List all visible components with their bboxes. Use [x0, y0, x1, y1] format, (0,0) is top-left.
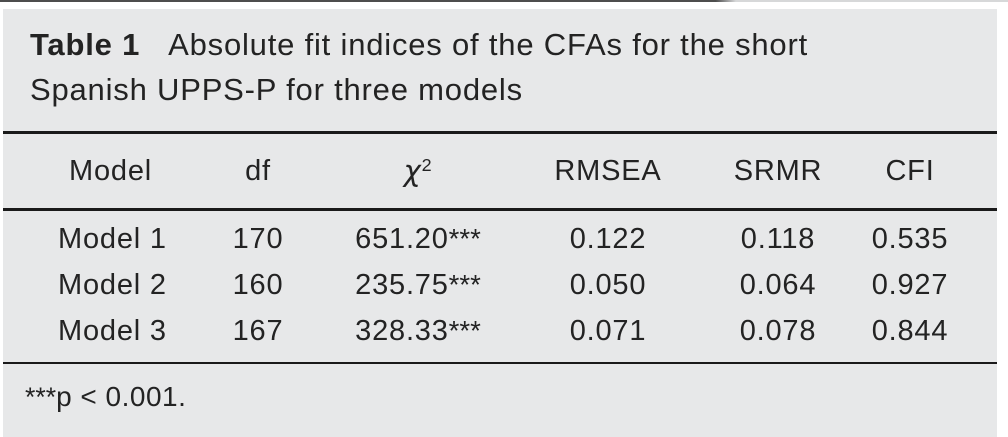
significance-stars: ***: [25, 382, 57, 412]
cell-model: Model 1: [58, 222, 167, 255]
table-row: Model 1 170 651.20*** 0.122 0.118 0.535: [3, 216, 997, 262]
cell-srmr: 0.118: [740, 222, 816, 255]
significance-stars: ***: [448, 314, 481, 346]
cell-chi-squared: 235.75***: [323, 269, 513, 302]
chi-squared-value: 328.33: [355, 314, 449, 347]
footnote-text: p < 0.001.: [56, 381, 187, 412]
cell-rmsea: 0.071: [569, 314, 647, 347]
cell-cfi: 0.535: [871, 222, 949, 255]
cell-chi-squared: 651.20***: [323, 223, 513, 256]
significance-stars: ***: [448, 268, 481, 300]
column-header-srmr: SRMR: [733, 154, 823, 187]
cell-rmsea: 0.050: [569, 268, 647, 301]
column-header-df: df: [245, 154, 271, 187]
cell-model: Model 2: [58, 268, 167, 301]
column-header-rmsea: RMSEA: [554, 154, 662, 187]
table-label: Table 1: [30, 27, 141, 62]
footnote-rule: [3, 362, 997, 364]
cell-df: 170: [232, 222, 284, 255]
column-header-model: Model: [69, 154, 152, 187]
cell-rmsea: 0.122: [569, 222, 647, 255]
chi-exponent: 2: [421, 154, 433, 175]
column-header-cfi: CFI: [885, 154, 935, 187]
top-rule: [3, 131, 997, 134]
cell-cfi: 0.844: [871, 314, 949, 347]
cell-df: 167: [232, 314, 284, 347]
table-body: Model 1 170 651.20*** 0.122 0.118 0.535 …: [3, 211, 997, 362]
table-footnote: ***p < 0.001.: [3, 364, 997, 437]
chi-squared-value: 651.20: [355, 222, 449, 255]
column-header-chi-squared: χ2: [323, 154, 513, 189]
cell-srmr: 0.064: [739, 268, 817, 301]
chi-squared-value: 235.75: [355, 268, 449, 301]
cell-chi-squared: 328.33***: [323, 315, 513, 348]
chi-symbol: χ: [403, 153, 422, 188]
table-panel: Table 1 Absolute fit indices of the CFAs …: [3, 9, 997, 437]
header-rule: [3, 208, 997, 211]
table-row: Model 3 167 328.33*** 0.071 0.078 0.844: [3, 308, 997, 354]
cell-cfi: 0.927: [871, 268, 949, 301]
cell-model: Model 3: [58, 314, 167, 347]
table-title-line1: Absolute fit indices of the CFAs for the…: [168, 27, 809, 62]
cell-df: 160: [232, 268, 284, 301]
scan-artifact-line: [0, 0, 1008, 2]
table-header-row: Model df χ2 RMSEA SRMR CFI: [3, 134, 997, 208]
cell-srmr: 0.078: [739, 314, 817, 347]
table-title-line2: Spanish UPPS-P for three models: [30, 72, 523, 107]
significance-stars: ***: [448, 222, 481, 254]
table-caption: Table 1 Absolute fit indices of the CFAs …: [3, 9, 997, 131]
table-row: Model 2 160 235.75*** 0.050 0.064 0.927: [3, 262, 997, 308]
